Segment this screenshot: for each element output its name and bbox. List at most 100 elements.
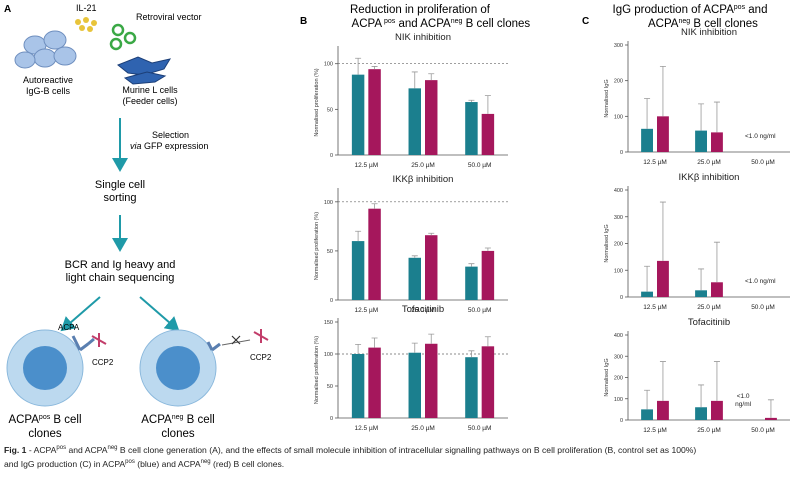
chart-title: Tofacitinib [402,304,444,315]
error-bar [371,66,378,70]
y-tick-label: 100 [324,200,333,206]
x-tick-label: 25.0 µM [411,425,435,432]
bar [368,208,381,300]
sorting-label: Single cell sorting [95,179,145,204]
annotation: <1.0 ng/ml [745,278,776,285]
y-axis-label: Normalised proliferation (%) [314,68,320,136]
bar [351,241,365,300]
error-bar [428,232,435,236]
feeder-label: Murine L cells (Feeder cells) [122,85,178,106]
y-axis-label: Normalised IgG [604,224,610,262]
bar [641,409,653,420]
error-bar [355,344,362,354]
error-bar [355,230,362,242]
y-tick-label: 0 [330,416,333,422]
feeder-icon [117,56,172,85]
y-tick-label: 0 [620,150,623,156]
panel-title: Reduction in proliferation of ACPA [350,4,491,30]
error-bar [767,399,774,418]
x-tick-label: 12.5 µM [643,304,667,311]
arrow [139,296,180,332]
figure: A IL-21 Retroviral vector Autoreactive Ig… [4,3,790,440]
y-tick-label: 0 [330,153,333,159]
y-tick-label: 200 [614,376,623,382]
y-tick-label: 300 [614,43,623,49]
error-bar [659,361,666,401]
il21-label: IL-21 [76,3,97,13]
y-axis-label: Normalised IgG [604,79,610,117]
error-bar [698,103,705,131]
chart-title: IKKβ inhibition [393,174,454,185]
x-tick-label: 50.0 µM [468,307,492,314]
y-tick-label: 100 [324,62,333,68]
chart-title: NIK inhibition [681,27,737,38]
bar [481,346,495,418]
bar [641,291,653,297]
error-bar [713,241,720,283]
acpa-label: ACPA [58,323,80,332]
error-bar [644,98,651,129]
x-tick-label: 25.0 µM [697,304,721,311]
panel-label: A [4,4,11,15]
panel-title: ACPAneg B cell clones [648,18,758,30]
bar [408,257,421,300]
x-tick-label: 12.5 µM [355,307,379,314]
caption: Fig. 1 - ACPApos and ACPAneg B cell clon… [4,442,796,470]
error-bar [428,73,435,81]
bar [351,74,365,155]
annotation: ng/ml [735,401,751,408]
clone-pos-label: ACPApos B cell clones [8,414,81,440]
y-tick-label: 100 [614,114,623,120]
error-bar [355,57,362,75]
x-tick-label: 25.0 µM [411,162,435,169]
cell-pos [6,329,107,407]
bar [465,102,478,155]
x-tick-label: 12.5 µM [643,159,667,166]
bar [368,69,381,155]
annotation: <1.0 [737,393,750,400]
x-tick-label: 12.5 µM [355,162,379,169]
error-bar [644,389,651,410]
bar [695,290,707,297]
error-bar [468,263,475,267]
error-bar [713,361,720,401]
panel-title: IgG production of ACPApos and [613,4,768,16]
y-tick-label: 400 [614,333,623,339]
error-bar [484,95,491,114]
error-bar [484,247,491,251]
error-bar [659,66,666,117]
bar [657,400,669,420]
bar [711,400,723,420]
error-bar [468,99,475,103]
error-bar [698,384,705,408]
y-tick-label: 200 [614,79,623,85]
error-bar [698,268,705,291]
bar [408,88,421,155]
vector-icon [109,23,137,51]
autoreactive-label: Autoreactive IgG-B cells [23,75,73,96]
panel-label: B [300,16,307,27]
chart-title: IKKβ inhibition [679,172,740,183]
chart-title: NIK inhibition [395,32,451,43]
bar [641,128,653,152]
error-bar [659,201,666,261]
x-tick-label: 50.0 µM [751,427,775,434]
b-cells-icon [14,30,77,69]
bar [657,260,669,297]
x-tick-label: 50.0 µM [751,159,775,166]
ccp2-label: CCP2 [250,353,272,362]
caption-line: and IgG production (C) in ACPApos (blue)… [4,458,285,469]
y-tick-label: 300 [614,215,623,221]
y-tick-label: 100 [324,352,333,358]
y-tick-label: 100 [614,397,623,403]
x-tick-label: 25.0 µM [411,307,435,314]
bar [481,113,495,155]
il21-icon [75,17,97,32]
y-axis-label: Normalised IgG [604,358,610,396]
error-bar [371,337,378,348]
annotation: <1.0 ng/ml [745,133,776,140]
bar [425,235,438,300]
clone-neg-label: ACPAneg B cell clones [141,414,214,440]
x-tick-label: 12.5 µM [355,425,379,432]
